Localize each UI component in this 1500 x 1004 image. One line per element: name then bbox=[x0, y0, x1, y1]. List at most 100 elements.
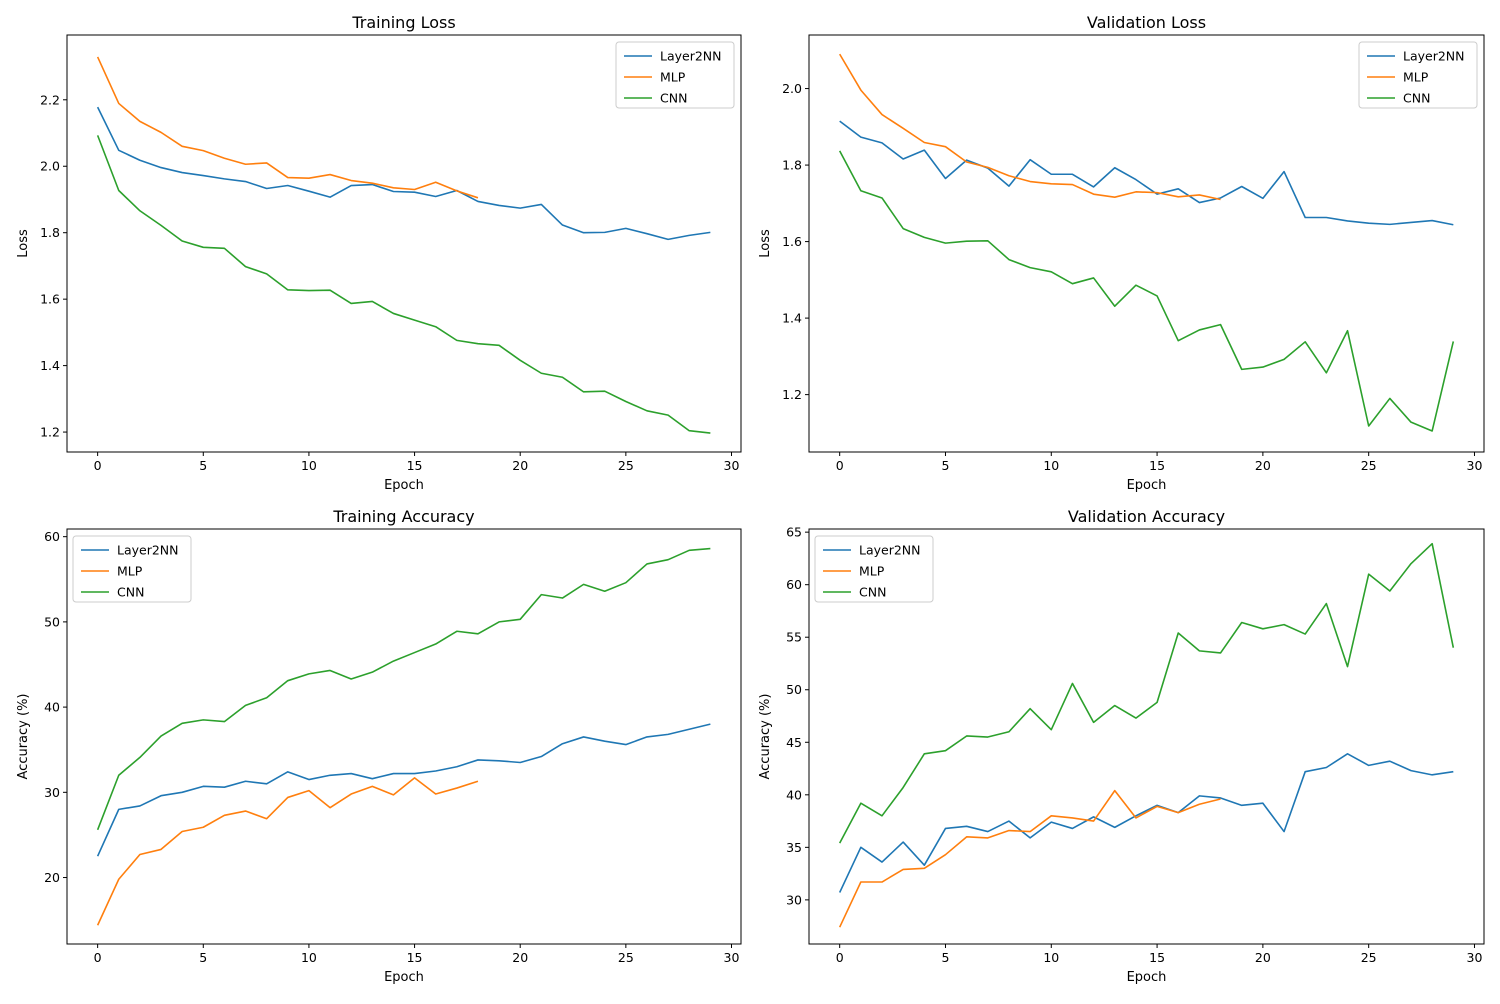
y-tick-label: 1.6 bbox=[782, 234, 802, 249]
y-axis-label: Loss bbox=[758, 229, 773, 258]
series-line-mlp bbox=[838, 53, 1221, 201]
legend-entry: Layer2NN bbox=[117, 543, 179, 558]
axes-frame bbox=[66, 34, 742, 453]
chart-panel-1: Validation Loss 0 5 10 15 20 25 30 1.2 1.4 1.6 1.8 2… bbox=[758, 13, 1485, 493]
x-tick-label: 10 bbox=[1043, 458, 1059, 473]
x-tick-label: 10 bbox=[301, 458, 317, 473]
x-tick-label: 30 bbox=[724, 950, 740, 965]
x-tick-label: 0 bbox=[94, 950, 102, 965]
x-tick-label: 15 bbox=[407, 458, 423, 473]
y-tick-label: 35 bbox=[786, 840, 802, 855]
x-tick-label: 25 bbox=[618, 950, 634, 965]
legend-entry: MLP bbox=[859, 564, 885, 579]
x-tick-label: 20 bbox=[512, 950, 528, 965]
legend-entry: Layer2NN bbox=[660, 49, 722, 64]
y-tick-label: 30 bbox=[44, 785, 60, 800]
series-line-mlp bbox=[96, 777, 479, 926]
legend-entry: MLP bbox=[1403, 70, 1429, 85]
chart-panel-0: Training Loss 0 5 10 15 20 25 30 1.2 1.4 1.6 1.8 2.0… bbox=[16, 13, 742, 493]
y-tick-label: 50 bbox=[44, 614, 60, 629]
legend-entry: CNN bbox=[1403, 91, 1430, 106]
y-tick-label: 40 bbox=[786, 787, 802, 802]
y-tick-label: 1.2 bbox=[40, 425, 60, 440]
chart-title: Training Accuracy bbox=[332, 507, 474, 526]
x-tick-label: 15 bbox=[1149, 458, 1165, 473]
legend-entry: MLP bbox=[660, 70, 686, 85]
x-tick-label: 20 bbox=[1255, 458, 1271, 473]
series-line-cnn bbox=[96, 135, 711, 434]
legend: Layer2NN MLP CNN bbox=[72, 535, 192, 603]
y-tick-label: 1.8 bbox=[782, 158, 802, 173]
legend-box bbox=[615, 41, 735, 109]
y-tick-label: 30 bbox=[786, 892, 802, 907]
x-tick-label: 0 bbox=[836, 950, 844, 965]
legend: Layer2NN MLP CNN bbox=[814, 535, 934, 603]
y-tick-label: 2.0 bbox=[782, 81, 802, 96]
y-tick-label: 60 bbox=[786, 577, 802, 592]
y-tick-label: 45 bbox=[786, 735, 802, 750]
series-line-layer2nn bbox=[96, 723, 711, 857]
series-line-layer2nn bbox=[96, 106, 711, 241]
series-line-mlp bbox=[838, 789, 1221, 928]
y-tick-label: 55 bbox=[786, 630, 802, 645]
series-line-cnn bbox=[838, 150, 1455, 432]
y-tick-label: 40 bbox=[44, 700, 60, 715]
x-tick-label: 15 bbox=[407, 950, 423, 965]
x-tick-label: 20 bbox=[1255, 950, 1271, 965]
legend: Layer2NN MLP CNN bbox=[1358, 41, 1478, 109]
y-axis-label: Accuracy (%) bbox=[16, 694, 31, 780]
axes-frame bbox=[808, 34, 1485, 453]
chart-title: Validation Loss bbox=[1087, 13, 1206, 32]
legend-box bbox=[814, 535, 934, 603]
series-line-layer2nn bbox=[838, 753, 1454, 893]
y-tick-label: 60 bbox=[44, 529, 60, 544]
y-axis-label: Accuracy (%) bbox=[758, 694, 773, 780]
legend-entry: CNN bbox=[660, 91, 687, 106]
legend-entry: CNN bbox=[859, 585, 886, 600]
chart-panel-2: Training Accuracy 0 5 10 15 20 25 30 20 30 40 50 60 E… bbox=[16, 507, 742, 985]
x-tick-label: 15 bbox=[1149, 950, 1165, 965]
series-line-cnn bbox=[96, 547, 711, 831]
x-axis-label: Epoch bbox=[384, 970, 424, 985]
y-tick-label: 1.8 bbox=[40, 225, 60, 240]
y-tick-label: 1.6 bbox=[40, 292, 60, 307]
series-line-layer2nn bbox=[839, 120, 1454, 226]
y-tick-label: 1.2 bbox=[782, 387, 802, 402]
x-axis-label: Epoch bbox=[1127, 970, 1167, 985]
axes-frame bbox=[808, 528, 1485, 945]
y-tick-label: 50 bbox=[786, 682, 802, 697]
y-tick-label: 2.2 bbox=[40, 92, 60, 107]
chart-title: Training Loss bbox=[351, 13, 455, 32]
x-tick-label: 0 bbox=[94, 458, 102, 473]
x-tick-label: 25 bbox=[618, 458, 634, 473]
y-tick-label: 1.4 bbox=[40, 358, 60, 373]
y-axis-label: Loss bbox=[16, 229, 31, 258]
x-tick-label: 30 bbox=[1467, 950, 1483, 965]
x-tick-label: 5 bbox=[942, 950, 950, 965]
x-axis-label: Epoch bbox=[384, 478, 424, 493]
x-tick-label: 25 bbox=[1361, 458, 1377, 473]
x-tick-label: 0 bbox=[836, 458, 844, 473]
y-tick-label: 20 bbox=[44, 870, 60, 885]
series-line-mlp bbox=[96, 56, 479, 199]
legend-entry: CNN bbox=[117, 585, 144, 600]
chart-panel-3: Validation Accuracy 0 5 10 15 20 25 30 30 35 40 45 5… bbox=[758, 507, 1485, 985]
x-tick-label: 10 bbox=[1043, 950, 1059, 965]
legend-box bbox=[1358, 41, 1478, 109]
x-tick-label: 30 bbox=[1467, 458, 1483, 473]
x-tick-label: 5 bbox=[942, 458, 950, 473]
series-line-cnn bbox=[838, 542, 1455, 844]
y-tick-label: 2.0 bbox=[40, 159, 60, 174]
axes-frame bbox=[66, 528, 742, 945]
x-tick-label: 5 bbox=[199, 950, 207, 965]
x-tick-label: 30 bbox=[724, 458, 740, 473]
chart-title: Validation Accuracy bbox=[1068, 507, 1225, 526]
x-tick-label: 5 bbox=[199, 458, 207, 473]
x-tick-label: 10 bbox=[301, 950, 317, 965]
y-tick-label: 65 bbox=[786, 525, 802, 540]
x-tick-label: 25 bbox=[1361, 950, 1377, 965]
legend-entry: Layer2NN bbox=[1403, 49, 1465, 64]
x-tick-label: 20 bbox=[512, 458, 528, 473]
